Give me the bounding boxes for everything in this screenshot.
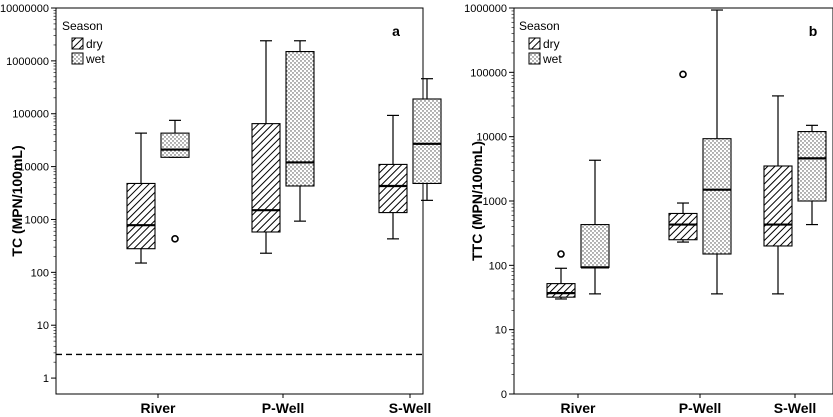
box-wet-p-well	[702, 9, 732, 295]
x-category-label: River	[560, 400, 596, 416]
iqr-box	[160, 132, 190, 158]
legend-swatch-wet	[528, 52, 541, 65]
legend-label-wet: wet	[542, 52, 562, 66]
y-tick-label: 1000000	[464, 3, 507, 15]
box-dry-s-well	[378, 114, 408, 240]
legend-label-wet: wet	[85, 52, 105, 66]
legend-title: Season	[519, 19, 560, 33]
y-tick-label: 10	[495, 325, 507, 337]
iqr-box	[412, 98, 442, 185]
outlier-point	[557, 250, 565, 258]
y-tick-label: 10	[37, 320, 49, 332]
y-axis-title: TC (MPN/100mL)	[9, 145, 25, 256]
y-tick-label: 100	[489, 260, 507, 272]
legend-swatch-dry	[71, 37, 84, 50]
y-axis-title: TTC (MPN/100mL)	[469, 141, 485, 261]
box-dry-river	[126, 132, 156, 264]
box-wet-river	[160, 119, 190, 243]
box-dry-s-well	[763, 95, 793, 295]
outlier-point	[171, 235, 179, 243]
panel-label: b	[809, 23, 818, 39]
y-tick-label: 1000	[483, 196, 507, 208]
y-tick-label: 100000	[470, 67, 507, 79]
y-tick-label: 10000	[476, 132, 507, 144]
box-dry-p-well	[251, 40, 281, 254]
y-tick-label: 1	[43, 373, 49, 385]
box-wet-s-well	[797, 124, 827, 226]
x-category-label: S-Well	[774, 400, 817, 416]
box-dry-river	[546, 250, 576, 300]
legend-title: Season	[62, 19, 103, 33]
x-category-label: P-Well	[679, 400, 722, 416]
x-category-label: River	[140, 400, 176, 416]
legend-label-dry: dry	[86, 37, 103, 51]
legend-swatch-wet	[71, 52, 84, 65]
iqr-box	[668, 212, 698, 241]
y-tick-label: 100000	[12, 109, 49, 121]
legend-swatch-dry	[528, 37, 541, 50]
y-tick-label: 0	[501, 389, 507, 401]
y-tick-label: 1000	[25, 214, 49, 226]
y-tick-label: 100	[31, 267, 49, 279]
legend-label-dry: dry	[543, 37, 560, 51]
box-dry-p-well	[668, 70, 698, 243]
x-category-label: S-Well	[389, 400, 432, 416]
x-category-label: P-Well	[262, 400, 305, 416]
y-tick-label: 1000000	[6, 56, 49, 68]
outlier-point	[679, 70, 687, 79]
y-tick-label: 10000	[18, 162, 49, 174]
y-tick-label: 10000000	[0, 3, 49, 15]
iqr-box	[126, 182, 156, 250]
plot-frame-a	[55, 7, 424, 395]
box-wet-p-well	[285, 40, 315, 222]
iqr-box	[251, 123, 281, 233]
panel-label: a	[392, 23, 400, 39]
iqr-box	[763, 165, 793, 247]
iqr-box	[702, 138, 732, 255]
iqr-box	[378, 163, 408, 214]
iqr-box	[580, 224, 610, 268]
box-wet-s-well	[412, 78, 442, 201]
iqr-box	[797, 131, 827, 202]
box-wet-river	[580, 159, 610, 295]
iqr-box	[546, 283, 576, 298]
iqr-box	[285, 51, 315, 187]
